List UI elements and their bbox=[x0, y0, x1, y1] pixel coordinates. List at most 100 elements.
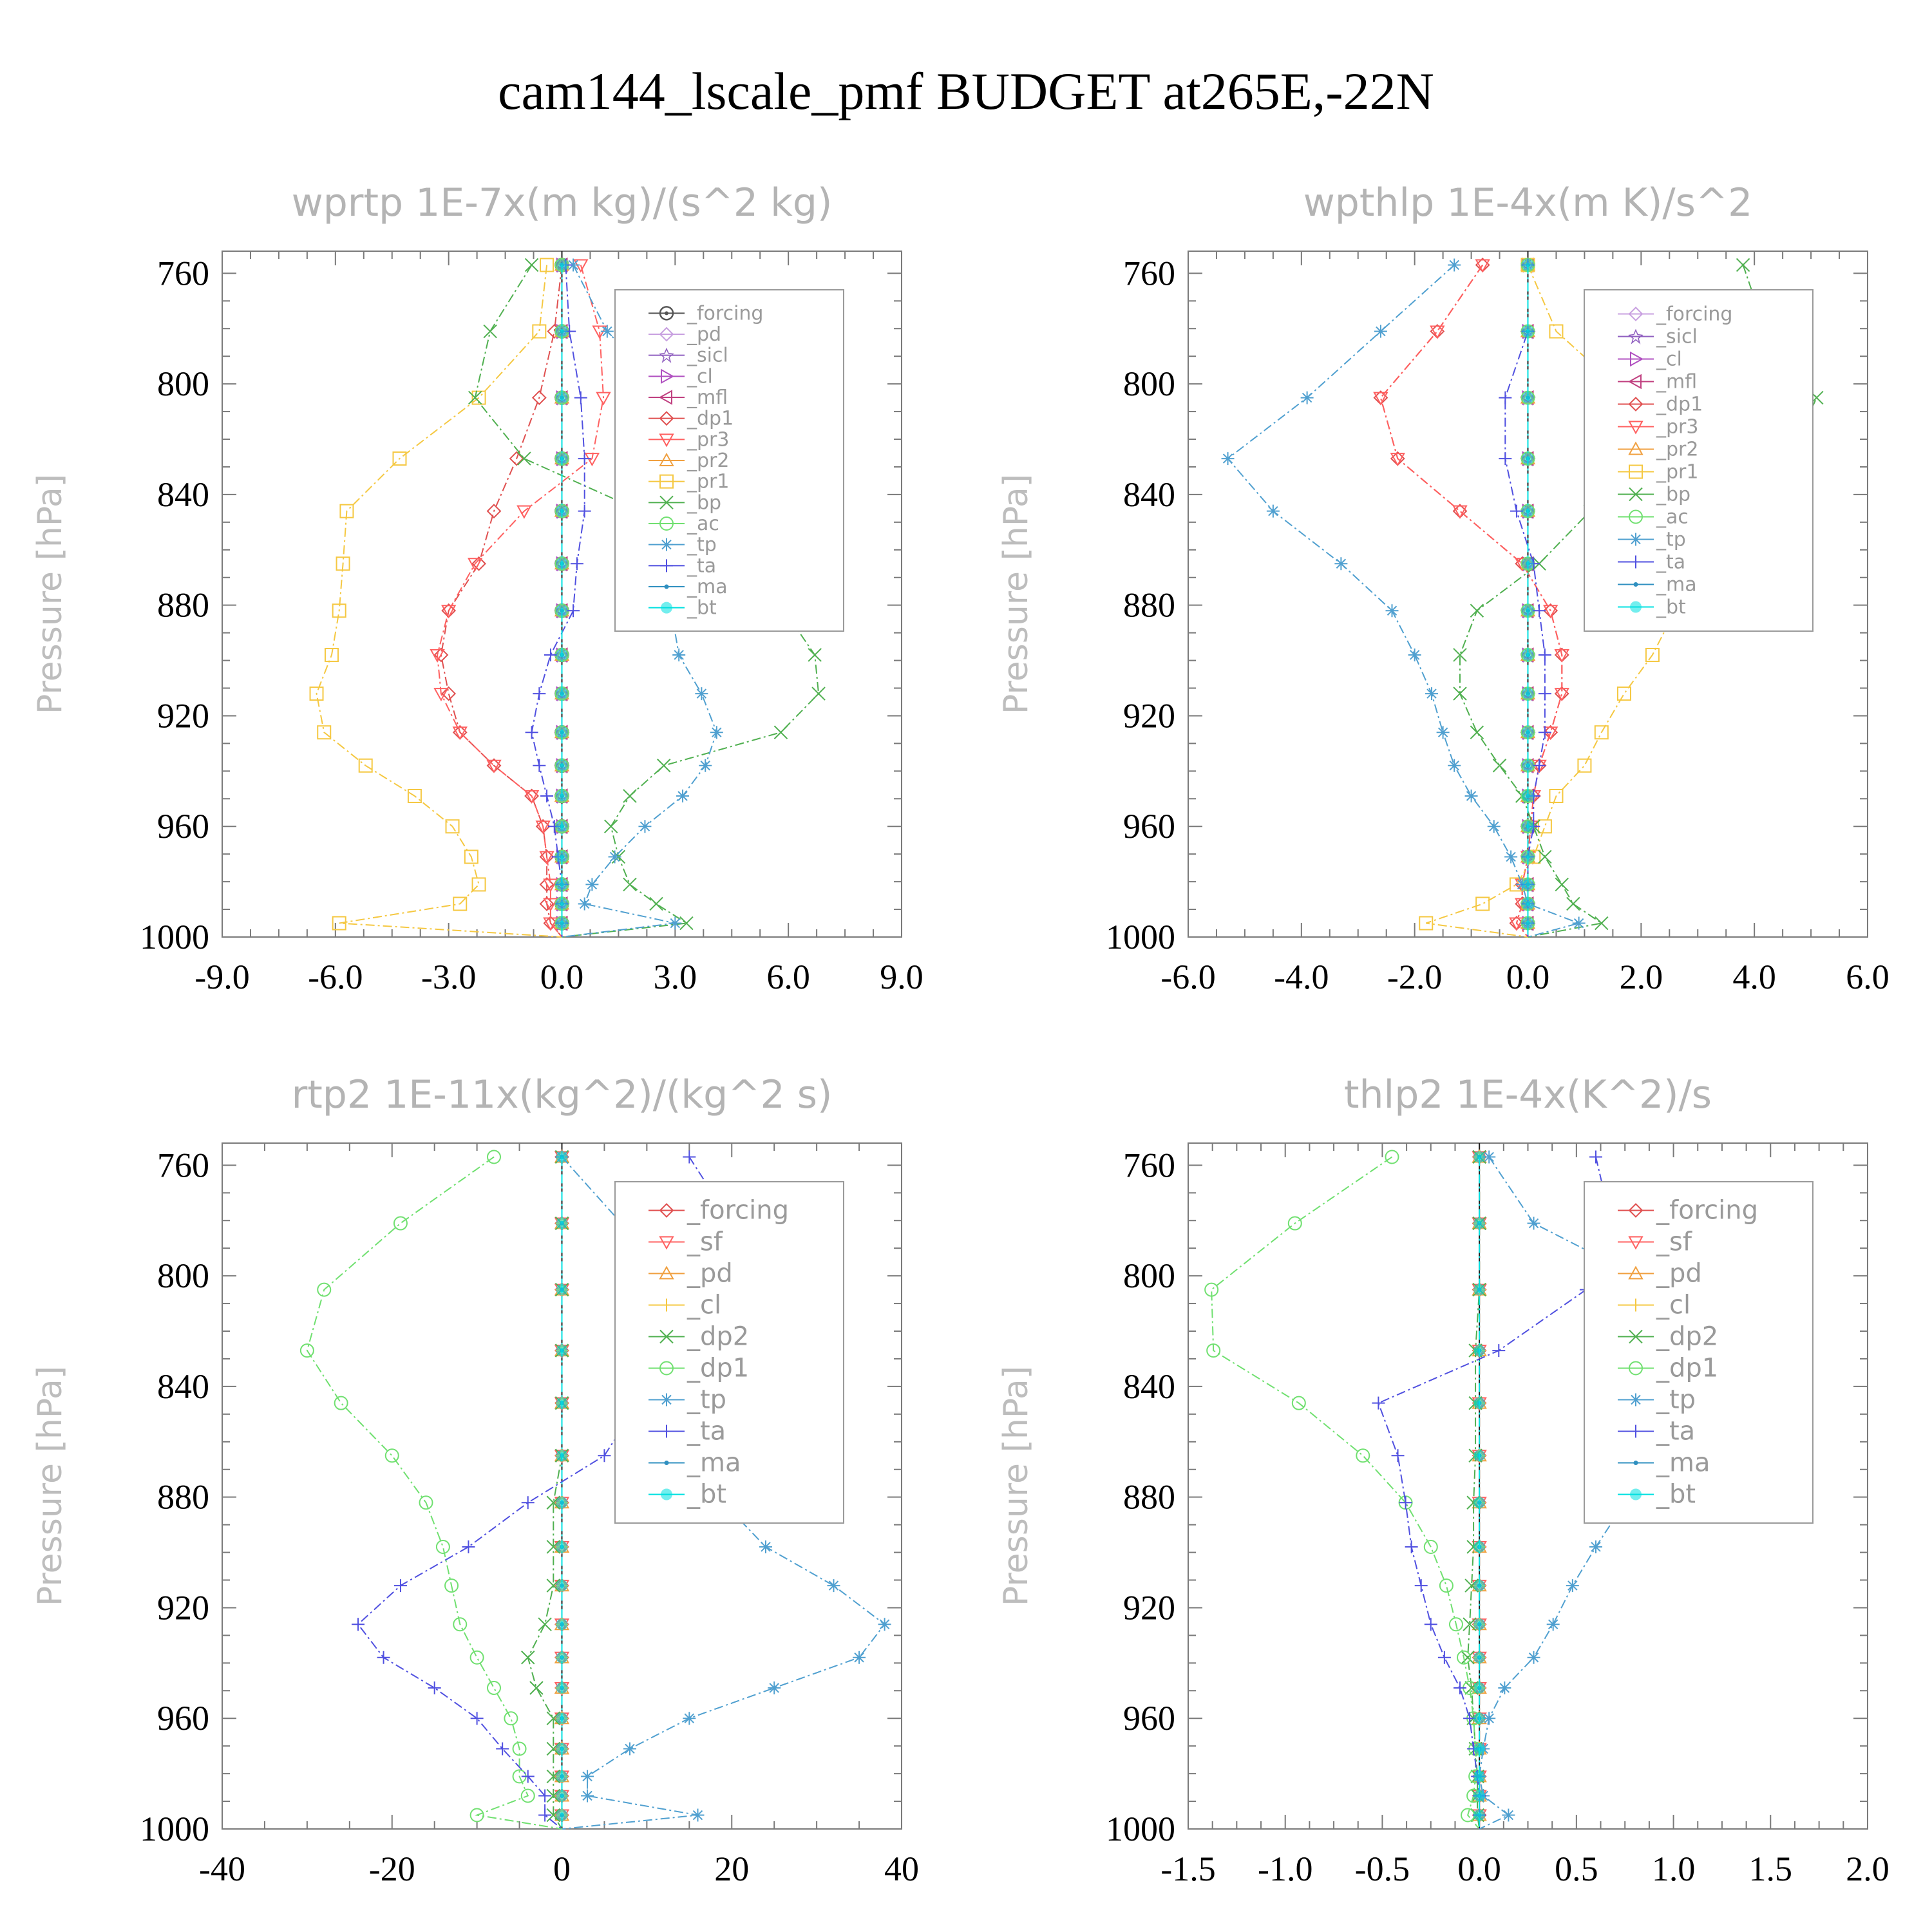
data-point bbox=[464, 849, 478, 864]
y-tick-label: 1000 bbox=[140, 1810, 209, 1848]
data-point bbox=[1522, 790, 1534, 802]
legend-entry: _tp bbox=[1656, 529, 1686, 551]
y-tick-label: 960 bbox=[157, 807, 209, 846]
legend-entry: _ta bbox=[687, 554, 716, 577]
data-point bbox=[517, 451, 531, 466]
data-point bbox=[496, 1742, 509, 1756]
data-point bbox=[486, 759, 502, 773]
legend-marker bbox=[659, 411, 674, 426]
x-tick-label: -1.0 bbox=[1258, 1850, 1312, 1888]
x-tick-label: -6.0 bbox=[1160, 958, 1215, 996]
legend-entry: _forcing bbox=[687, 1196, 789, 1226]
data-point bbox=[392, 451, 407, 466]
legend-entry: _forcing bbox=[1656, 303, 1732, 326]
legend-box bbox=[1584, 289, 1814, 632]
data-point bbox=[1522, 325, 1534, 337]
data-point bbox=[1287, 1216, 1302, 1231]
data-point bbox=[468, 390, 482, 405]
legend-marker bbox=[659, 433, 674, 448]
legend-entry: _dp1 bbox=[1656, 1354, 1718, 1383]
data-point bbox=[695, 687, 708, 701]
data-point bbox=[1522, 898, 1534, 910]
legend-entry: _sicl bbox=[1656, 326, 1698, 348]
panel-1: wprtp 1E-7x(m kg)/(s^2 kg) Pressure [hPa]… bbox=[31, 180, 923, 996]
series_bt bbox=[1522, 259, 1534, 937]
data-point bbox=[1473, 1651, 1486, 1663]
data-point bbox=[581, 1789, 594, 1803]
data-point bbox=[556, 1283, 568, 1296]
data-point bbox=[1498, 1681, 1511, 1694]
legend: _forcing_sf_pd_cl_dp2_dp1_tp_ta_ma_bt bbox=[1584, 1181, 1814, 1524]
data-point bbox=[538, 1808, 552, 1822]
data-point bbox=[1473, 1397, 1486, 1409]
legend-entry: _forcing bbox=[1656, 1196, 1758, 1226]
data-point bbox=[556, 325, 568, 337]
data-point bbox=[1522, 453, 1534, 465]
y-tick-label: 960 bbox=[1123, 807, 1175, 846]
data-point bbox=[556, 605, 568, 617]
data-point bbox=[1594, 725, 1609, 740]
legend-entry: _sf bbox=[687, 1227, 723, 1257]
legend-entry: _cl bbox=[1656, 1291, 1690, 1320]
data-point bbox=[299, 1343, 314, 1358]
legend-marker bbox=[1628, 1265, 1643, 1280]
y-tick-label: 1000 bbox=[140, 918, 209, 956]
data-point bbox=[433, 647, 449, 663]
data-point bbox=[384, 1448, 399, 1463]
legend-marker bbox=[1629, 533, 1642, 546]
legend-entry: _ta bbox=[1656, 1417, 1695, 1446]
panel-4: thlp2 1E-4x(K^2)/s Pressure [hPa] 760 800 84… bbox=[997, 1072, 1889, 1888]
series_ta bbox=[525, 258, 591, 937]
legend-marker bbox=[660, 538, 673, 551]
data-point bbox=[1473, 1770, 1486, 1783]
legend-entry: _sf bbox=[1656, 1227, 1692, 1257]
data-point bbox=[556, 1345, 568, 1357]
data-point bbox=[531, 390, 547, 406]
legend-entry: _sicl bbox=[687, 345, 728, 367]
data-point bbox=[574, 391, 587, 404]
legend-entry: _dp1 bbox=[687, 1354, 749, 1383]
data-point bbox=[471, 556, 486, 571]
legend-marker bbox=[659, 1329, 674, 1344]
data-point bbox=[1572, 916, 1586, 930]
series_pr1 bbox=[309, 258, 562, 938]
x-tick-label: -9.0 bbox=[194, 958, 249, 996]
data-point bbox=[1463, 1617, 1477, 1631]
data-point bbox=[332, 916, 346, 931]
legend-marker bbox=[660, 1393, 673, 1406]
data-point bbox=[556, 820, 568, 833]
data-point bbox=[1492, 1344, 1506, 1358]
data-point bbox=[469, 1808, 484, 1823]
data-point bbox=[524, 258, 539, 272]
legend-marker bbox=[659, 327, 674, 342]
legend-marker bbox=[1630, 601, 1642, 613]
data-point bbox=[535, 820, 551, 835]
legend-marker bbox=[664, 1461, 669, 1465]
data-point bbox=[516, 505, 532, 519]
legend-entry: _bp bbox=[687, 491, 721, 514]
data-point bbox=[1430, 325, 1445, 339]
series-line bbox=[1378, 1157, 1613, 1829]
data-point bbox=[1542, 605, 1558, 619]
legend-entry: _bt bbox=[687, 1480, 726, 1510]
legend-marker bbox=[664, 584, 669, 589]
data-point bbox=[699, 759, 712, 772]
data-point bbox=[1522, 917, 1534, 929]
data-point bbox=[1538, 648, 1551, 661]
data-point bbox=[1546, 1618, 1560, 1631]
data-point bbox=[1533, 759, 1546, 772]
legend-marker bbox=[1629, 1425, 1642, 1438]
data-point bbox=[1555, 877, 1569, 892]
panel-title: thlp2 1E-4x(K^2)/s bbox=[1344, 1072, 1712, 1117]
data-point bbox=[317, 1282, 332, 1297]
data-point bbox=[603, 819, 618, 833]
legend-entry: _tp bbox=[687, 534, 717, 556]
data-point bbox=[407, 788, 422, 803]
data-point bbox=[543, 878, 558, 893]
data-point bbox=[1554, 649, 1569, 663]
legend-entry: _dp2 bbox=[1656, 1322, 1718, 1352]
data-point bbox=[1538, 687, 1551, 701]
data-point bbox=[668, 916, 682, 930]
data-point bbox=[556, 1790, 568, 1802]
